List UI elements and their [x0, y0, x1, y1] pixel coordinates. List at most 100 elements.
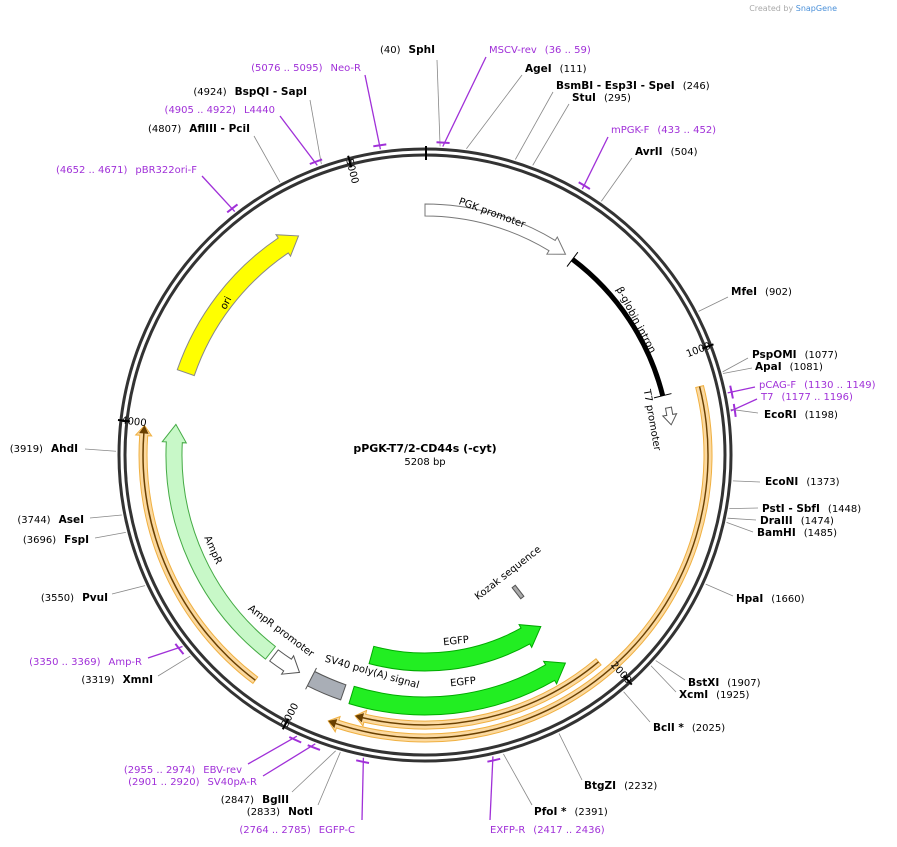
site-leader: [729, 507, 759, 510]
site-leader: [532, 103, 570, 166]
site-pos: (1077): [805, 350, 838, 361]
site-name: NotI: [288, 806, 313, 818]
feature-core: [355, 661, 599, 726]
site-label: AvrII (504): [635, 146, 698, 158]
primer-label: (4652 .. 4671) pBR322ori-F: [56, 165, 197, 176]
site-label: BtgZI (2232): [584, 780, 657, 792]
primer-name: Amp-R: [109, 657, 143, 668]
primer-mark: [729, 385, 734, 399]
ring-tick: [281, 718, 290, 730]
site-leader: [309, 99, 322, 164]
primer-range: (2417 .. 2436): [533, 825, 605, 836]
primer-label: (3350 .. 3369) Amp-R: [29, 657, 142, 668]
site-pos: (3744): [17, 515, 50, 526]
site-name: MfeI: [731, 286, 757, 298]
site-pos: (1474): [801, 516, 834, 527]
primer-leader: [442, 56, 487, 147]
site-label: BclI * (2025): [653, 722, 725, 734]
site-pos: (2833): [247, 807, 280, 818]
primer-range: (1130 .. 1149): [804, 380, 876, 391]
primer-range: (5076 .. 5095): [251, 63, 323, 74]
primer-mark: [732, 403, 737, 418]
site-label: EcoRI (1198): [764, 409, 838, 421]
primer-range: (2955 .. 2974): [124, 765, 196, 776]
site-name: FspI: [64, 534, 89, 546]
site-label: AgeI (111): [525, 63, 587, 75]
primer-name: EXFP-R: [490, 825, 525, 836]
site-name: BspQI - SapI: [235, 86, 307, 98]
site-pos: (2232): [624, 781, 657, 792]
site-name: BclI *: [653, 722, 684, 734]
site-pos: (295): [604, 93, 631, 104]
site-leader: [317, 752, 341, 806]
site-leader: [601, 157, 633, 202]
feature-label: EGFP: [450, 676, 477, 690]
ring-tick-label: 3000: [280, 702, 301, 730]
site-name: PstI - SbfI: [762, 503, 820, 515]
primer-leader: [581, 136, 609, 190]
site-label: (40) SphI: [380, 44, 435, 56]
site-name: AgeI: [525, 63, 552, 75]
primer-range: (2764 .. 2785): [239, 825, 311, 836]
site-leader: [89, 514, 122, 519]
primer-mark: [355, 759, 370, 764]
site-name: BamHI: [757, 527, 796, 539]
site-name: AvrII: [635, 146, 663, 158]
site-label: EcoNI (1373): [765, 476, 840, 488]
kozak-sequence: [511, 584, 525, 600]
site-name: BglII: [262, 794, 289, 806]
primer-label: T7 (1177 .. 1196): [760, 392, 853, 403]
ring-tick: [701, 343, 714, 350]
site-pos: (2391): [575, 807, 608, 818]
site-leader: [84, 448, 117, 452]
site-name: BsmBI - Esp3I - SpeI: [556, 80, 675, 92]
primer-leader: [279, 115, 318, 166]
primer-leader: [147, 645, 183, 659]
primer-name: Neo-R: [331, 63, 362, 74]
site-name: PfoI *: [534, 806, 567, 818]
feature-label: Kozak sequence: [473, 544, 543, 602]
site-label: BsmBI - Esp3I - SpeI (246): [556, 80, 710, 92]
site-leader: [111, 585, 146, 595]
primer-label: (4905 .. 4922) L4440: [165, 105, 275, 116]
site-label: ApaI (1081): [755, 361, 823, 373]
primer-range: (4652 .. 4671): [56, 165, 128, 176]
ring-tick: [347, 155, 353, 168]
site-label: PstI - SbfI (1448): [762, 503, 861, 515]
primer-mark: [578, 181, 591, 190]
primer-mark: [307, 744, 321, 751]
ring-tick: [117, 419, 131, 423]
watermark-prefix: Created by: [749, 4, 793, 13]
site-leader: [157, 655, 191, 677]
site-leader: [726, 522, 754, 533]
ori: [176, 234, 300, 377]
primer-name: T7: [760, 392, 773, 403]
primer-name: pCAG-F: [759, 380, 796, 391]
site-name: SphI: [409, 44, 435, 56]
feature-label: EGFP: [443, 635, 470, 649]
site-pos: (1485): [804, 528, 837, 539]
site-leader: [650, 665, 677, 693]
site-pos: (2847): [221, 795, 254, 806]
site-label: (4807) AflIII - PciI: [148, 123, 250, 135]
primer-label: mPGK-F (433 .. 452): [611, 125, 716, 136]
feature-label: T7 promoter: [641, 388, 663, 453]
site-pos: (1448): [828, 504, 861, 515]
primer-leader: [201, 175, 236, 212]
site-pos: (3696): [23, 535, 56, 546]
site-leader: [698, 296, 729, 312]
primer-range: (1177 .. 1196): [781, 392, 853, 403]
primer-mark: [288, 736, 302, 744]
primer-name: EBV-rev: [203, 765, 242, 776]
intron-end: [566, 251, 579, 267]
site-leader: [722, 367, 753, 374]
watermark: Created by SnapGene: [749, 4, 837, 13]
t7-promoter: [661, 406, 678, 426]
primer-range: (433 .. 452): [657, 125, 716, 136]
site-pos: (1660): [771, 594, 804, 605]
site-pos: (3319): [81, 675, 114, 686]
site-leader: [655, 660, 686, 681]
ring-tick-label: 4000: [121, 415, 148, 429]
site-label: (3744) AseI: [17, 514, 84, 526]
